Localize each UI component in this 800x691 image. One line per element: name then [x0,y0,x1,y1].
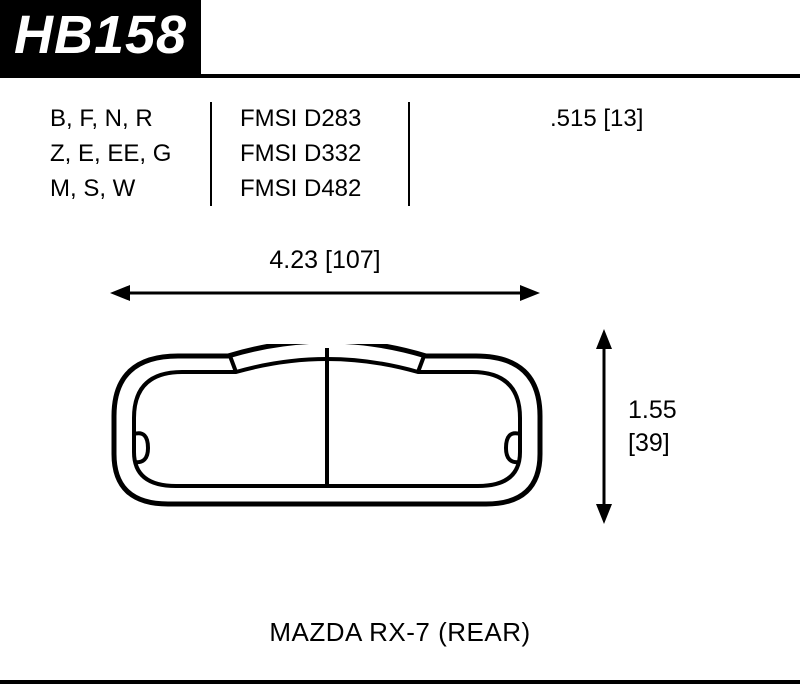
height-dimension: 1.55 [39] [590,329,740,524]
fmsi-line: FMSI D332 [240,137,390,172]
height-inches: 1.55 [628,394,677,427]
width-dimension-label: 4.23 [107] [110,246,540,275]
brake-pad-outline [108,344,546,514]
height-dimension-arrow [590,329,618,524]
spec-sheet-content: B, F, N, R Z, E, EE, G M, S, W FMSI D283… [0,74,800,684]
thickness-column: .515 [13] [410,102,690,137]
compounds-line: B, F, N, R [50,102,192,137]
fmsi-line: FMSI D283 [240,102,390,137]
compounds-column: B, F, N, R Z, E, EE, G M, S, W [20,102,210,206]
height-mm: [39] [628,427,677,460]
vehicle-application-label: MAZDA RX-7 (REAR) [20,617,780,648]
width-dimension-arrow [110,279,540,307]
fmsi-line: FMSI D482 [240,172,390,207]
thickness-value: .515 [13] [550,102,672,137]
fmsi-column: FMSI D283 FMSI D332 FMSI D482 [210,102,410,206]
compounds-line: Z, E, EE, G [50,137,192,172]
width-dimension: 4.23 [107] [110,246,540,307]
brake-pad-diagram: 4.23 [107] [20,234,780,654]
height-dimension-labels: 1.55 [39] [628,394,677,459]
part-number-header: HB158 [0,0,201,74]
part-number-text: HB158 [14,5,187,65]
compounds-line: M, S, W [50,172,192,207]
spec-columns: B, F, N, R Z, E, EE, G M, S, W FMSI D283… [20,88,780,214]
